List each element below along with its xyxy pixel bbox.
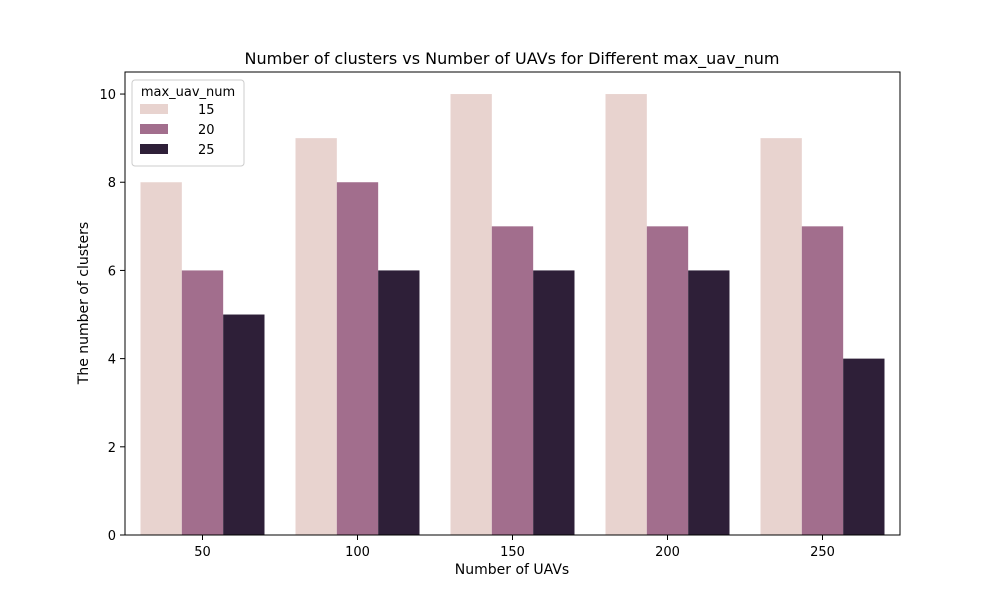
legend-label-25: 25 — [198, 143, 215, 158]
y-axis-ticks: 0 2 4 6 8 10 — [99, 88, 125, 544]
chart-title: Number of clusters vs Number of UAVs for… — [245, 49, 780, 69]
bar-150-series-15 — [450, 94, 492, 536]
x-axis-ticks: 50 100 150 200 250 — [194, 535, 835, 560]
bar-50-series-20 — [181, 270, 224, 535]
bar-250-series-20 — [801, 226, 844, 536]
legend-swatch-25 — [140, 144, 168, 154]
legend-items: 15 20 25 — [140, 103, 215, 158]
bar-150-series-25 — [533, 270, 575, 535]
legend-label-15: 15 — [198, 103, 215, 118]
x-tick-label: 50 — [194, 545, 211, 560]
bar-200-series-15 — [605, 94, 647, 536]
y-axis-label: The number of clusters — [76, 222, 92, 385]
bar-150-series-20 — [491, 226, 534, 536]
bar-100-series-20 — [336, 182, 379, 535]
x-tick-label: 150 — [500, 545, 525, 560]
y-tick-label: 2 — [108, 441, 116, 456]
bar-250-series-25 — [843, 358, 885, 535]
bar-50-series-25 — [223, 314, 265, 535]
x-tick-label: 200 — [655, 545, 680, 560]
bar-200-series-20 — [646, 226, 689, 536]
legend-title: max_uav_num — [141, 85, 235, 100]
bar-100-series-15 — [295, 138, 337, 535]
bar-100-series-25 — [378, 270, 420, 535]
bar-50-series-15 — [140, 182, 182, 535]
x-axis-label: Number of UAVs — [455, 562, 569, 578]
y-tick-label: 8 — [108, 176, 116, 191]
legend-label-20: 20 — [198, 123, 215, 138]
y-tick-label: 0 — [108, 529, 116, 544]
plot-frame — [124, 71, 901, 536]
legend-swatch-15 — [140, 104, 168, 114]
y-tick-label: 6 — [108, 264, 116, 279]
legend: max_uav_num 15 20 25 — [131, 79, 245, 167]
bar-200-series-25 — [688, 270, 730, 535]
y-tick-label: 4 — [108, 353, 116, 368]
x-tick-label: 250 — [810, 545, 835, 560]
legend-swatch-20 — [140, 124, 168, 134]
x-tick-label: 100 — [345, 545, 370, 560]
bars-group — [140, 94, 885, 536]
bar-250-series-15 — [760, 138, 802, 535]
y-tick-label: 10 — [99, 88, 116, 103]
